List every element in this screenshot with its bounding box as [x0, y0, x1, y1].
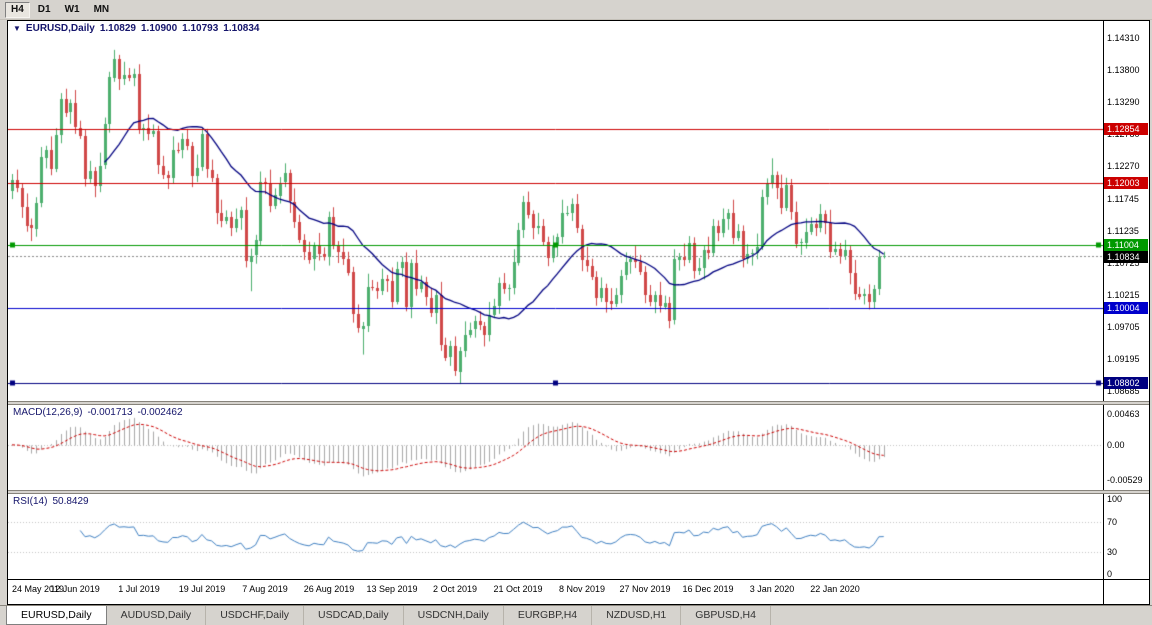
price-line-tag: 1.10004: [1104, 302, 1148, 314]
chart-tab-usdcad[interactable]: USDCAD,Daily: [304, 606, 404, 625]
price-tick-label: 1.08685: [1107, 386, 1140, 396]
chart-tabbar: EURUSD,Daily AUDUSD,Daily USDCHF,Daily USDC…: [0, 605, 1152, 625]
rsi-pane: RSI(14) 50.8429 100 70 30 0: [8, 494, 1149, 579]
time-axis-label: 19 Jul 2019: [178, 584, 226, 594]
price-tick-label: 1.09705: [1107, 322, 1140, 332]
time-axis-label: 13 Sep 2019: [366, 584, 418, 594]
price-line-tag: 1.11004: [1104, 239, 1148, 251]
macd-pane: MACD(12,26,9) -0.001713 -0.002462 0.00463 0…: [8, 405, 1149, 490]
rsi-tick-label: 30: [1107, 547, 1118, 557]
rsi-axis[interactable]: 100 70 30 0: [1103, 494, 1149, 579]
price-tick-label: 1.09195: [1107, 354, 1140, 364]
price-tick-label: 1.10725: [1107, 258, 1140, 268]
chart-tab-usdcnh[interactable]: USDCNH,Daily: [404, 606, 504, 625]
time-axis-label: 16 Dec 2019: [682, 584, 734, 594]
price-tick-label: 1.11235: [1107, 226, 1139, 236]
rsi-tick-label: 70: [1107, 517, 1118, 527]
price-line-tag: 1.12854: [1104, 123, 1148, 135]
time-axis-label: 7 Aug 2019: [242, 584, 288, 594]
chart-tab-gbpusd[interactable]: GBPUSD,H4: [681, 606, 771, 625]
pane-separator-rsi[interactable]: [8, 490, 1149, 494]
timeframe-button-mn[interactable]: MN: [93, 3, 110, 15]
time-axis-label: 1 Jul 2019: [118, 584, 160, 594]
chart-tab-eurusd[interactable]: EURUSD,Daily: [6, 606, 107, 625]
price-tick-label: 1.13290: [1107, 97, 1140, 107]
time-axis-corner: [1103, 580, 1149, 604]
price-line-tag: 1.12003: [1104, 177, 1148, 189]
chart-dropdown-arrow-icon[interactable]: ▼: [13, 24, 21, 33]
rsi-tick-label: 0: [1107, 569, 1113, 579]
timeframe-button-d1[interactable]: D1: [37, 3, 51, 15]
chart-tab-eurgbp[interactable]: EURGBP,H4: [504, 606, 593, 625]
time-axis-label: 2 Oct 2019: [432, 584, 478, 594]
timeframe-button-group: H4 D1 W1 MN: [5, 1, 115, 18]
time-axis-label: 21 Oct 2019: [493, 584, 543, 594]
macd-tick-label: -0.00529: [1107, 475, 1143, 485]
macd-chart-canvas[interactable]: [8, 405, 1103, 490]
time-axis-labels: 24 May 2019 12 Jun 2019 1 Jul 2019 19 Jul 2…: [8, 580, 1103, 604]
rsi-chart-canvas[interactable]: [8, 494, 1103, 579]
time-axis-label: 22 Jan 2020: [810, 584, 860, 594]
price-pane: ▼ EURUSD,Daily 1.10829 1.10900 1.10793 1.1083…: [8, 21, 1149, 401]
price-axis[interactable]: 1.143101.138001.132901.127801.122701.117…: [1103, 21, 1149, 401]
price-tick-label: 1.13800: [1107, 65, 1140, 75]
time-axis-label: 24 May 2019: [12, 584, 65, 594]
chart-tab-nzdusd[interactable]: NZDUSD,H1: [592, 606, 682, 625]
macd-plot-area[interactable]: MACD(12,26,9) -0.001713 -0.002462: [8, 405, 1103, 490]
timeframe-button-w1[interactable]: W1: [64, 3, 80, 15]
time-axis-label: 26 Aug 2019: [303, 584, 355, 594]
macd-tick-label: 0.00: [1107, 440, 1125, 450]
time-axis-label: 3 Jan 2020: [749, 584, 795, 594]
rsi-plot-area[interactable]: RSI(14) 50.8429: [8, 494, 1103, 579]
macd-tick-label: 0.00463: [1107, 409, 1140, 419]
time-axis[interactable]: 24 May 2019 12 Jun 2019 1 Jul 2019 19 Jul 2…: [8, 579, 1149, 604]
price-tick-label: 1.14310: [1107, 33, 1140, 43]
time-axis-label: 27 Nov 2019: [619, 584, 671, 594]
timeframe-toolbar: H4 D1 W1 MN: [0, 0, 1152, 20]
macd-axis[interactable]: 0.00463 0.00 -0.00529: [1103, 405, 1149, 490]
time-axis-label: 8 Nov 2019: [558, 584, 606, 594]
chart-tab-usdchf[interactable]: USDCHF,Daily: [206, 606, 305, 625]
chart-tab-audusd[interactable]: AUDUSD,Daily: [107, 606, 207, 625]
price-tick-label: 1.10215: [1107, 290, 1140, 300]
price-tick-label: 1.11745: [1107, 194, 1139, 204]
price-tick-label: 1.12270: [1107, 161, 1140, 171]
price-plot-area[interactable]: ▼ EURUSD,Daily 1.10829 1.10900 1.10793 1.1083…: [8, 21, 1103, 401]
rsi-tick-label: 100: [1107, 494, 1123, 504]
pane-separator-macd[interactable]: [8, 401, 1149, 405]
price-chart-canvas[interactable]: [8, 21, 1103, 401]
chart-window: ▼ EURUSD,Daily 1.10829 1.10900 1.10793 1.1083…: [7, 20, 1150, 605]
current-price-tag: 1.10834: [1104, 251, 1148, 263]
price-line-tag: 1.08802: [1104, 377, 1148, 389]
timeframe-button-h4[interactable]: H4: [5, 1, 30, 18]
time-axis-label: 12 Jun 2019: [50, 584, 100, 594]
